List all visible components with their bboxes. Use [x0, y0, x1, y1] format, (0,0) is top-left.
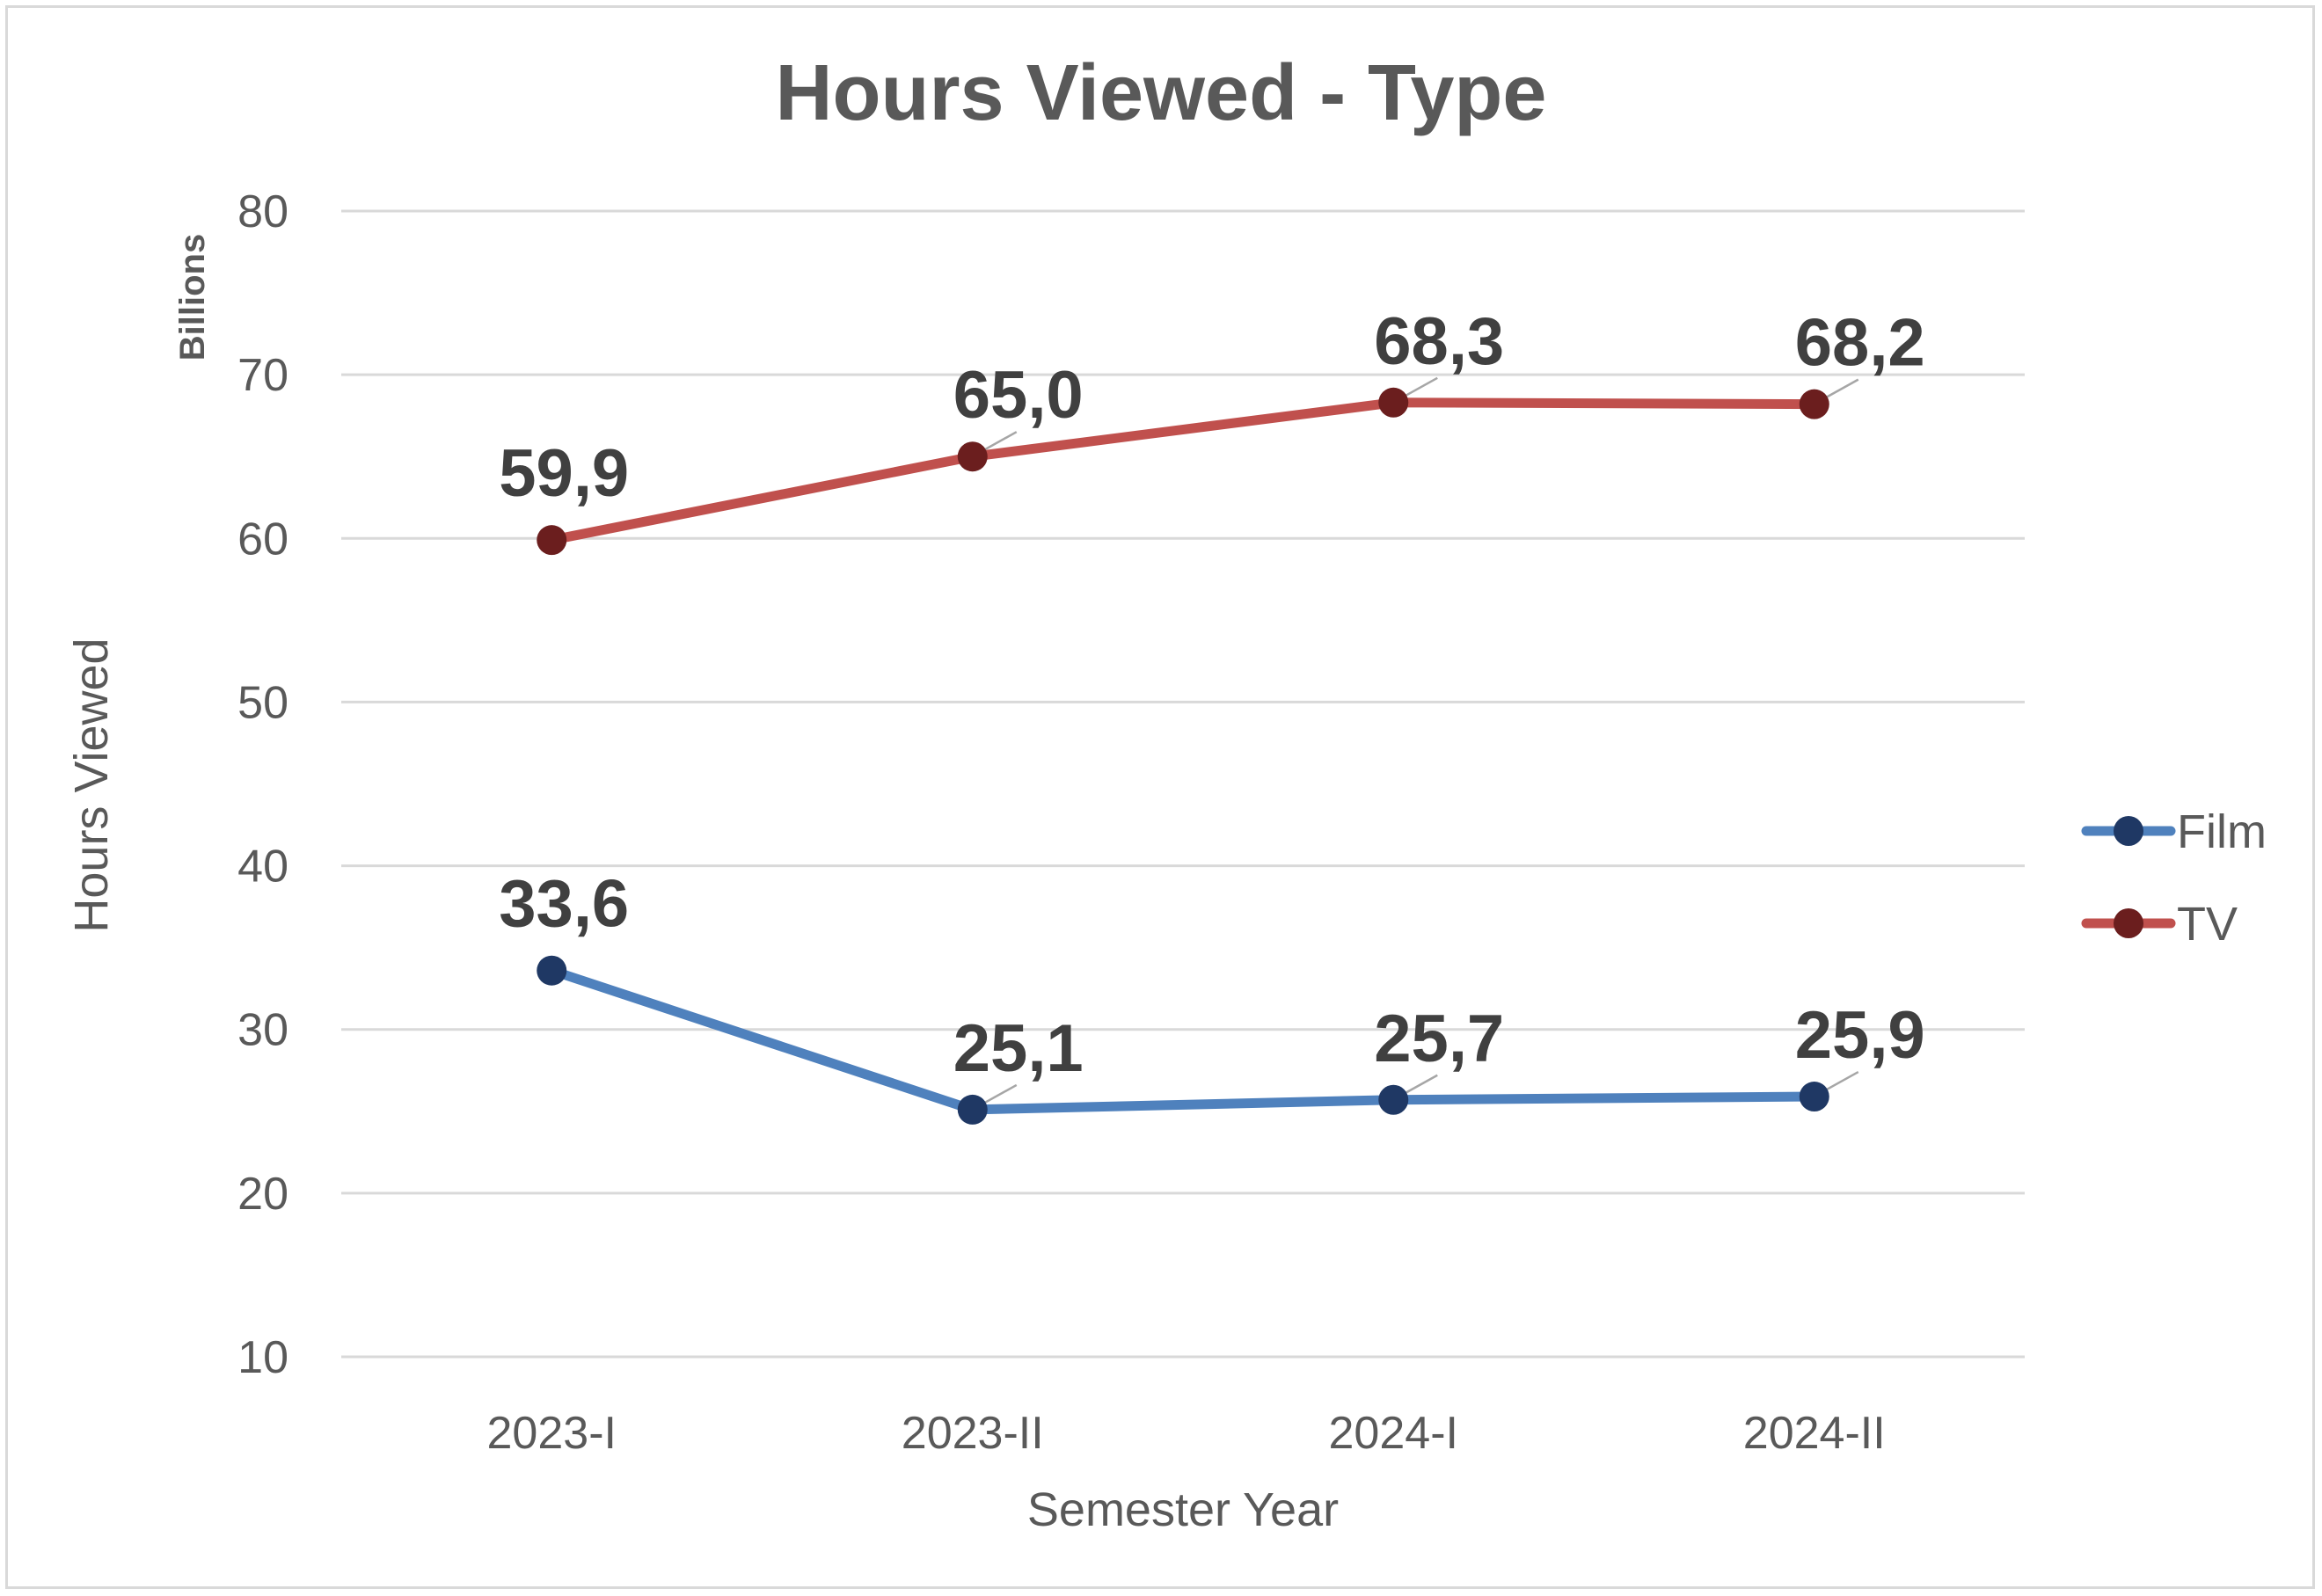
x-tick-label: 2024-I	[1329, 1408, 1458, 1459]
y-tick-label: 30	[237, 1005, 288, 1056]
y-axis-units-label: Billions	[173, 234, 212, 361]
legend-label: TV	[2177, 898, 2238, 951]
x-axis-ticks: 2023-I 2023-II 2024-I 2024-II	[487, 1408, 1886, 1459]
y-tick-label: 70	[237, 350, 288, 401]
y-tick-label: 60	[237, 514, 288, 565]
series-lines	[546, 397, 1820, 1115]
y-tick-label: 80	[237, 186, 288, 237]
y-tick-label: 40	[237, 842, 288, 893]
y-tick-label: 20	[237, 1169, 288, 1220]
data-point-tv	[537, 525, 567, 556]
data-label-leaders	[976, 376, 1859, 1109]
data-label-film: 25,7	[1374, 1002, 1504, 1076]
data-point-film	[957, 1094, 988, 1125]
data-label-film: 25,9	[1795, 998, 1925, 1073]
series-markers	[537, 387, 1829, 1125]
legend-marker-swatch	[2114, 816, 2143, 846]
data-label-tv: 65,0	[953, 358, 1084, 433]
legend-item-film: Film	[2081, 805, 2267, 858]
chart-title: Hours Viewed - Type	[776, 49, 1547, 137]
series-line-tv	[546, 397, 1820, 545]
data-point-film	[537, 955, 567, 986]
x-tick-label: 2024-II	[1743, 1408, 1886, 1459]
data-point-film	[1378, 1084, 1409, 1115]
legend-label: Film	[2177, 805, 2267, 858]
y-axis-ticks: 10 20 30 40 50 60 70 80	[237, 186, 288, 1383]
data-label-film: 33,6	[499, 867, 629, 942]
gridlines	[341, 209, 2025, 1359]
data-label-film: 25,1	[953, 1011, 1084, 1086]
data-label-tv: 68,3	[1374, 304, 1504, 379]
legend-marker-swatch	[2114, 908, 2143, 938]
y-tick-label: 10	[237, 1332, 288, 1383]
x-tick-label: 2023-II	[902, 1408, 1044, 1459]
data-label-tv: 59,9	[499, 436, 629, 511]
data-label-tv: 68,2	[1795, 306, 1925, 381]
x-axis-title: Semester Year	[1027, 1483, 1339, 1536]
legend: Film TV	[2081, 805, 2267, 951]
data-labels: 33,6 25,1 25,7 25,9 59,9 65,0 68,3 68,2	[499, 304, 1924, 1086]
y-tick-label: 50	[237, 677, 288, 728]
legend-item-tv: TV	[2081, 898, 2238, 951]
data-point-tv	[1799, 389, 1829, 419]
y-axis-title: Hours Viewed	[65, 638, 118, 932]
chart-frame	[5, 5, 2315, 1589]
data-point-tv	[957, 441, 988, 472]
series-line-film	[546, 966, 1820, 1115]
data-point-film	[1799, 1082, 1829, 1112]
data-point-tv	[1378, 387, 1409, 418]
x-tick-label: 2023-I	[487, 1408, 617, 1459]
